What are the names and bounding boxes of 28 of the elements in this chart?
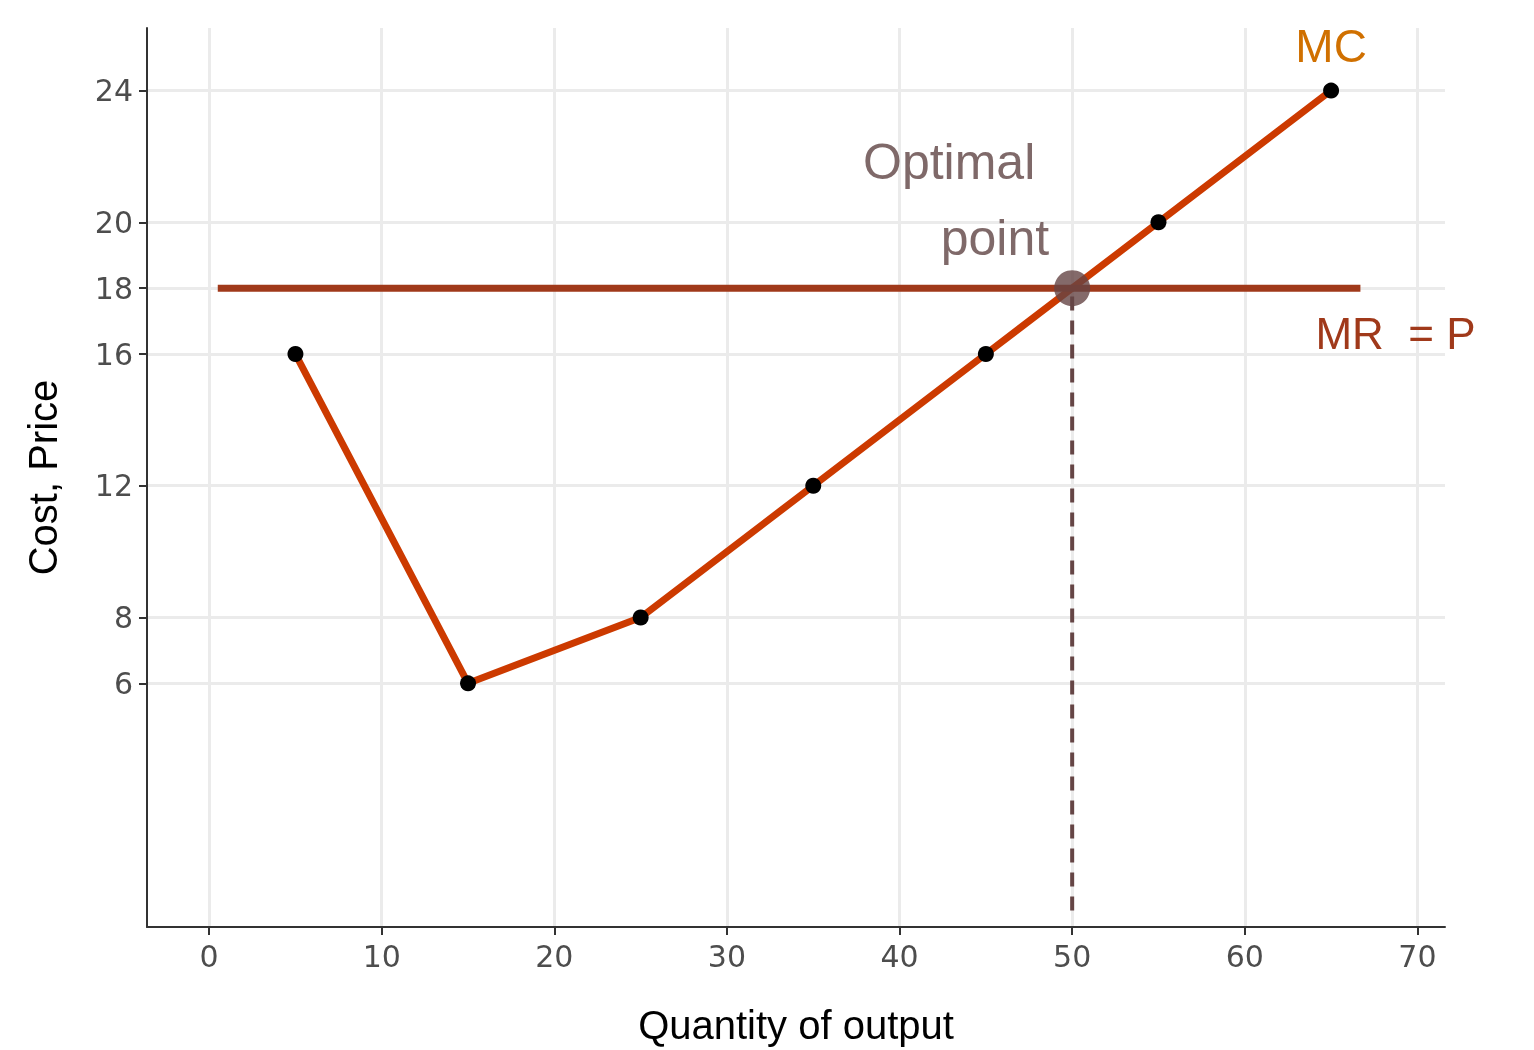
y-tick-label: 16	[94, 336, 133, 372]
x-tick-label: 0	[199, 938, 219, 974]
y-tick-label: 24	[94, 73, 133, 109]
x-tick-label: 20	[535, 938, 574, 974]
y-tick-label: 18	[94, 270, 133, 306]
point	[460, 675, 477, 692]
y-tick-label: 6	[113, 665, 133, 701]
point	[1054, 270, 1091, 307]
y-tick-label: 20	[94, 204, 133, 240]
series-label: MR = P	[1315, 308, 1476, 358]
x-tick-label: 40	[880, 938, 919, 974]
point	[287, 346, 304, 363]
x-tick-label: 10	[362, 938, 401, 974]
y-tick-label: 8	[113, 599, 133, 635]
series-label: Optimal point	[863, 134, 1050, 267]
y-tick-label: 12	[94, 468, 133, 504]
x-tick-label: 70	[1398, 938, 1437, 974]
series-label: MC	[1295, 19, 1367, 72]
y-axis-title: Cost, Price	[21, 379, 65, 576]
x-axis-title: Quantity of output	[638, 1003, 954, 1047]
point	[1150, 214, 1167, 231]
x-tick-label: 60	[1225, 938, 1264, 974]
point	[632, 609, 649, 626]
point	[805, 477, 822, 494]
point	[1323, 82, 1340, 99]
point	[977, 346, 994, 363]
x-tick-label: 30	[707, 938, 747, 974]
x-tick-label: 50	[1053, 938, 1092, 974]
